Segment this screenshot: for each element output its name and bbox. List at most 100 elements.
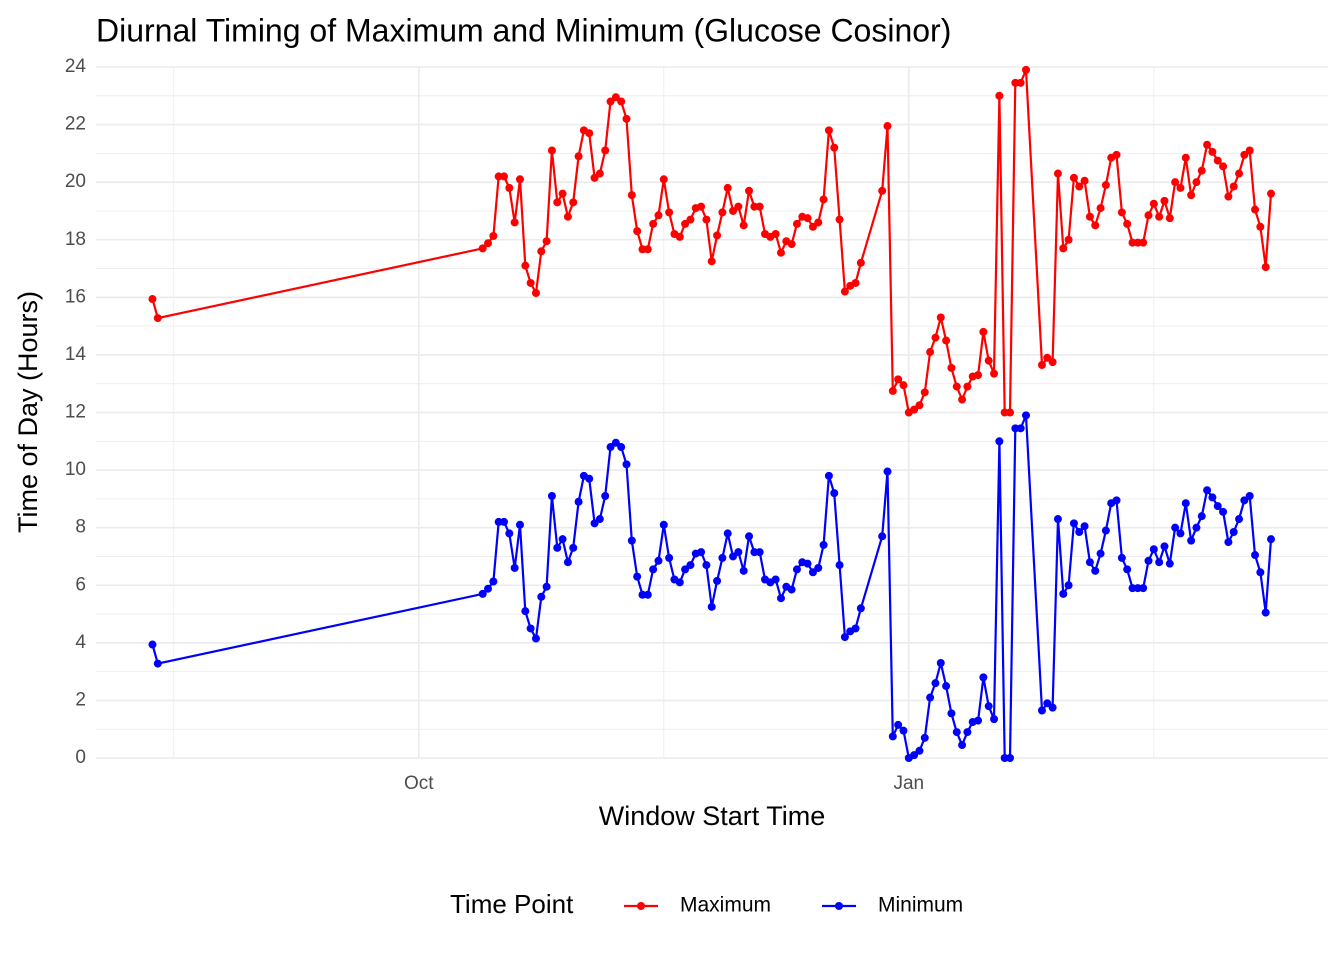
data-point [883, 467, 892, 476]
data-point [697, 202, 706, 211]
data-point [776, 248, 785, 257]
data-point [478, 244, 487, 253]
data-point [531, 289, 540, 298]
data-point [974, 716, 983, 725]
data-point [851, 624, 860, 633]
data-point [595, 515, 604, 524]
data-point [1224, 192, 1233, 201]
data-point [729, 552, 738, 561]
data-point [510, 563, 519, 572]
data-point [771, 229, 780, 238]
data-point [1075, 527, 1084, 536]
data-point [1048, 703, 1057, 712]
data-point [681, 565, 690, 574]
data-point [803, 559, 812, 568]
data-point [1043, 353, 1052, 362]
x-axis-title: Window Start Time [599, 801, 826, 831]
data-point [1267, 535, 1276, 544]
data-point [1064, 235, 1073, 244]
data-point [1203, 140, 1212, 149]
y-tick-label: 18 [65, 229, 86, 250]
data-point [739, 566, 748, 575]
data-point [686, 561, 695, 570]
data-point [649, 219, 658, 228]
data-point [910, 751, 919, 760]
data-point [1069, 173, 1078, 182]
data-point [553, 198, 562, 207]
data-point [883, 122, 892, 131]
data-point [990, 369, 999, 378]
data-point [942, 336, 951, 345]
data-point [878, 532, 887, 541]
y-tick-label: 24 [65, 56, 87, 77]
data-point [702, 561, 711, 570]
data-point [894, 375, 903, 384]
data-point [830, 489, 839, 498]
data-point [915, 746, 924, 755]
data-point [819, 540, 828, 549]
data-point [1037, 706, 1046, 715]
data-point [856, 258, 865, 267]
data-point [1085, 558, 1094, 567]
data-point [713, 576, 722, 585]
data-point [963, 382, 972, 391]
data-point [718, 208, 727, 217]
y-tick-label: 8 [75, 517, 86, 538]
data-point [659, 175, 668, 184]
data-point [792, 565, 801, 574]
data-point [814, 218, 823, 227]
data-point [1224, 538, 1233, 547]
data-point [686, 215, 695, 224]
data-point [1016, 424, 1025, 433]
data-point [574, 497, 583, 506]
data-point [574, 152, 583, 161]
data-point [1096, 549, 1105, 558]
data-point [1085, 212, 1094, 221]
data-point [984, 356, 993, 365]
data-point [697, 548, 706, 557]
data-point [1256, 568, 1265, 577]
data-point [979, 673, 988, 682]
data-point [622, 460, 631, 469]
data-point [840, 287, 849, 296]
data-point [856, 604, 865, 613]
data-point [1096, 204, 1105, 213]
data-point [1059, 244, 1068, 253]
data-point [1251, 551, 1260, 560]
data-point [500, 172, 509, 181]
data-point [952, 382, 961, 391]
data-point [1053, 515, 1062, 524]
data-point [606, 97, 615, 106]
data-point [1187, 191, 1196, 200]
data-point [489, 577, 498, 586]
data-point [814, 563, 823, 572]
plot [148, 65, 1276, 762]
data-point [1091, 221, 1100, 230]
data-point [665, 208, 674, 217]
data-point [510, 218, 519, 227]
data-point [808, 568, 817, 577]
y-tick-label: 20 [65, 171, 86, 192]
data-point [947, 363, 956, 372]
data-point [601, 146, 610, 155]
data-point [963, 728, 972, 737]
data-point [606, 443, 615, 452]
data-point [1117, 553, 1126, 562]
y-tick-label: 0 [75, 747, 86, 768]
data-point [1053, 169, 1062, 178]
data-point [590, 519, 599, 528]
data-point [1208, 147, 1217, 156]
data-point [505, 183, 514, 192]
data-point [915, 401, 924, 410]
data-point [611, 438, 620, 447]
y-tick-label: 4 [75, 632, 86, 653]
data-point [484, 584, 493, 593]
y-tick-label: 14 [65, 344, 87, 365]
data-point [1080, 176, 1089, 185]
data-point [888, 732, 897, 741]
data-point [500, 517, 509, 526]
data-point [894, 720, 903, 729]
data-point [1229, 182, 1238, 191]
data-point [990, 715, 999, 724]
